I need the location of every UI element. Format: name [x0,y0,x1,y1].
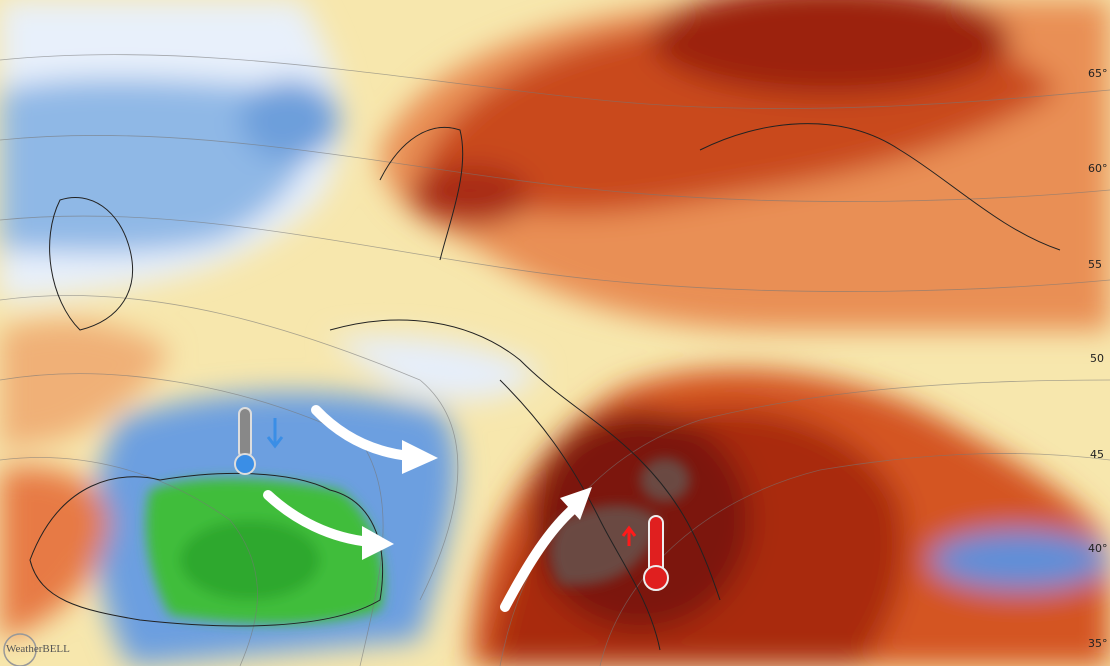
latitude-label: 40° [1088,542,1108,555]
latitude-label: 60° [1088,162,1108,175]
flow-arrows [263,405,577,612]
cold-thermometer [234,407,284,475]
coastlines [29,123,1061,651]
latitude-label: 65° [1088,67,1108,80]
hot-thermometer [621,515,669,591]
latitude-label: 50 [1090,352,1104,365]
arrow-heads [362,440,592,560]
logo-globe [3,633,37,666]
logo: WeatherBELL [6,643,70,655]
latitude-label: 35° [1088,637,1108,650]
latitude-label: 55 [1088,258,1102,271]
latitude-label: 45 [1090,448,1104,461]
